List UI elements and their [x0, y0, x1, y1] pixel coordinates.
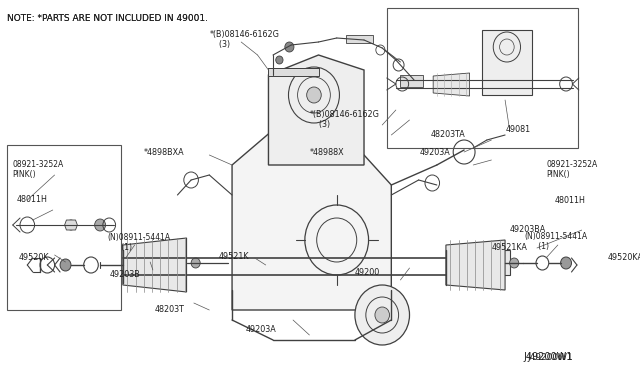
Circle shape — [191, 258, 200, 268]
Text: *48988X: *48988X — [309, 148, 344, 157]
Bar — [7, 145, 121, 310]
Circle shape — [60, 259, 71, 271]
Text: 49200: 49200 — [355, 268, 380, 277]
Bar — [346, 35, 373, 43]
Polygon shape — [232, 130, 391, 310]
Bar — [401, 75, 423, 87]
Circle shape — [509, 258, 519, 268]
Polygon shape — [446, 240, 505, 290]
Text: 49521K: 49521K — [218, 252, 249, 261]
Text: 49521KA: 49521KA — [492, 243, 527, 252]
Circle shape — [561, 257, 572, 269]
Text: 49520K: 49520K — [18, 253, 49, 262]
Text: NOTE: *PARTS ARE NOT INCLUDED IN 49001.: NOTE: *PARTS ARE NOT INCLUDED IN 49001. — [7, 14, 208, 23]
Circle shape — [67, 220, 76, 230]
Text: 49203BA: 49203BA — [509, 225, 546, 234]
Text: 49203B: 49203B — [109, 270, 140, 279]
Text: J49200W1: J49200W1 — [527, 353, 573, 362]
Text: J49200W1: J49200W1 — [524, 352, 573, 362]
Text: (N)08911-5441A
      (1): (N)08911-5441A (1) — [524, 232, 588, 251]
Text: 48203TA: 48203TA — [431, 130, 465, 139]
Text: 49203A: 49203A — [246, 325, 276, 334]
Bar — [387, 8, 578, 148]
Text: *4898BXA: *4898BXA — [144, 148, 184, 157]
Circle shape — [95, 219, 106, 231]
Circle shape — [375, 307, 390, 323]
Text: *(B)08146-6162G
    (3): *(B)08146-6162G (3) — [209, 30, 279, 49]
Polygon shape — [65, 220, 77, 230]
Circle shape — [307, 87, 321, 103]
Circle shape — [285, 42, 294, 52]
Bar — [268, 68, 319, 76]
Polygon shape — [123, 238, 186, 292]
Polygon shape — [268, 55, 364, 165]
Text: 08921-3252A
PINK(): 08921-3252A PINK() — [546, 160, 597, 179]
Circle shape — [276, 56, 283, 64]
Bar — [483, 30, 532, 95]
Bar — [446, 250, 509, 275]
Text: 08921-3252A
PINK(): 08921-3252A PINK() — [13, 160, 64, 179]
Text: 49520KA: 49520KA — [608, 253, 640, 262]
Text: NOTE: *PARTS ARE NOT INCLUDED IN 49001.: NOTE: *PARTS ARE NOT INCLUDED IN 49001. — [7, 14, 208, 23]
Text: 48011H: 48011H — [17, 195, 47, 204]
Text: 48203T: 48203T — [155, 305, 184, 314]
Polygon shape — [433, 73, 470, 96]
Text: 49203A: 49203A — [420, 148, 451, 157]
Text: (N)08911-5441A
      (1): (N)08911-5441A (1) — [108, 233, 170, 252]
Circle shape — [355, 285, 410, 345]
Text: *(B)08146-6162G
    (3): *(B)08146-6162G (3) — [309, 110, 380, 129]
Text: 48011H: 48011H — [555, 196, 586, 205]
Text: 49081: 49081 — [506, 125, 531, 134]
